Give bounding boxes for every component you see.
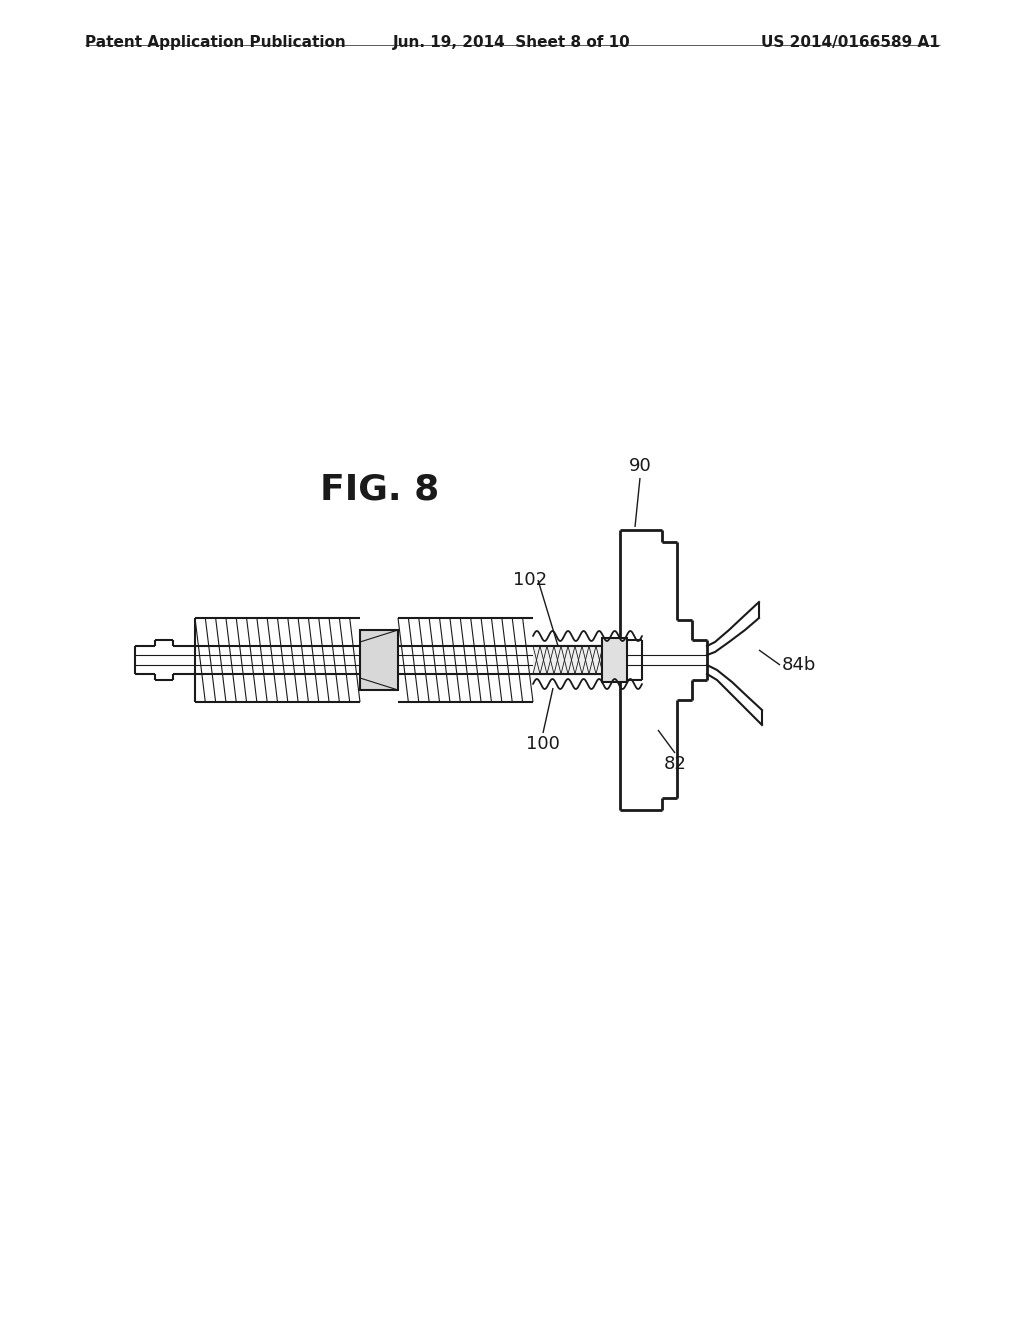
- Bar: [360, 630, 398, 690]
- Text: 102: 102: [513, 572, 547, 589]
- Text: Jun. 19, 2014  Sheet 8 of 10: Jun. 19, 2014 Sheet 8 of 10: [393, 36, 631, 50]
- Text: 100: 100: [526, 735, 560, 752]
- Bar: [602, 638, 627, 682]
- Text: FIG. 8: FIG. 8: [321, 473, 439, 507]
- Text: 90: 90: [629, 457, 651, 475]
- Text: US 2014/0166589 A1: US 2014/0166589 A1: [761, 36, 940, 50]
- Text: Patent Application Publication: Patent Application Publication: [85, 36, 346, 50]
- Bar: [534, 645, 620, 675]
- Text: 84b: 84b: [782, 656, 816, 675]
- Text: 82: 82: [664, 755, 686, 774]
